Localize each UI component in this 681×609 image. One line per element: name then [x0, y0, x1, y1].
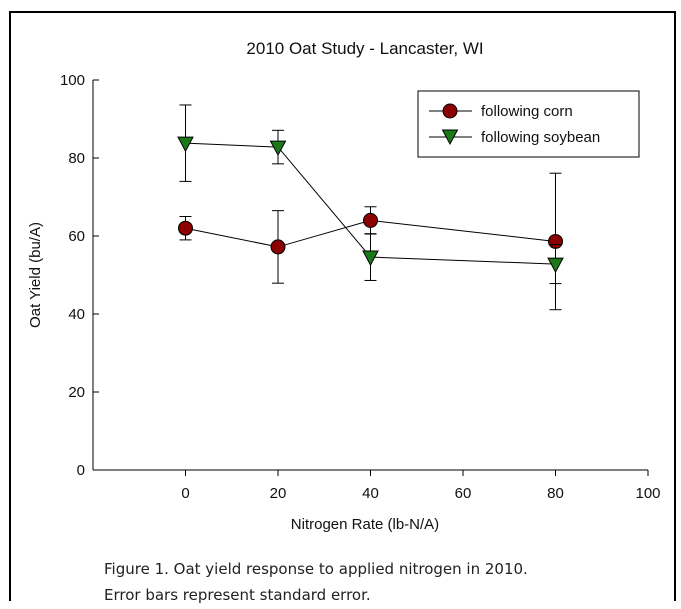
- data-point-soybean: [362, 250, 379, 267]
- data-point-corn: [363, 212, 378, 228]
- data-point-soybean: [177, 136, 194, 153]
- series-line-soybean: [185, 142, 556, 265]
- legend-box: [417, 90, 640, 158]
- figure-frame: [9, 11, 676, 601]
- x-axis-label: Nitrogen Rate (lb-N/A): [291, 516, 439, 533]
- caption-line-1: Figure 1. Oat yield response to applied …: [104, 560, 528, 578]
- data-point-soybean: [269, 140, 287, 157]
- x-tick-label: 20: [270, 485, 287, 502]
- data-point-corn: [178, 220, 193, 236]
- y-tick-label: 0: [77, 462, 85, 479]
- y-tick-label: 20: [68, 384, 85, 401]
- x-tick-label: 60: [455, 485, 472, 502]
- y-tick-label: 80: [68, 150, 85, 167]
- y-tick-label: 60: [68, 228, 85, 245]
- series-line-corn: [185, 219, 556, 248]
- y-axis-label: Oat Yield (bu/A): [27, 222, 44, 328]
- x-tick-label: 100: [635, 485, 660, 502]
- x-tick-label: 0: [181, 485, 189, 502]
- legend-marker-soybean: [441, 129, 459, 146]
- figure-caption: Figure 1. Oat yield response to applied …: [104, 556, 664, 608]
- y-tick-label: 40: [68, 306, 85, 323]
- plot-area: 0 20 40 60 80 100 0 20 40 60 80 100: [60, 72, 661, 502]
- legend-label-soybean: following soybean: [481, 129, 600, 146]
- y-tick-label: 100: [60, 72, 85, 89]
- data-point-soybean: [547, 257, 564, 274]
- x-tick-label: 80: [547, 485, 564, 502]
- data-point-corn: [270, 239, 286, 255]
- legend-marker-corn: [442, 103, 458, 119]
- caption-line-2: Error bars represent standard error.: [104, 586, 371, 604]
- chart-title: 2010 Oat Study - Lancaster, WI: [246, 39, 483, 58]
- legend: following corn following soybean: [417, 90, 640, 158]
- legend-label-corn: following corn: [481, 103, 573, 120]
- x-tick-label: 40: [362, 485, 379, 502]
